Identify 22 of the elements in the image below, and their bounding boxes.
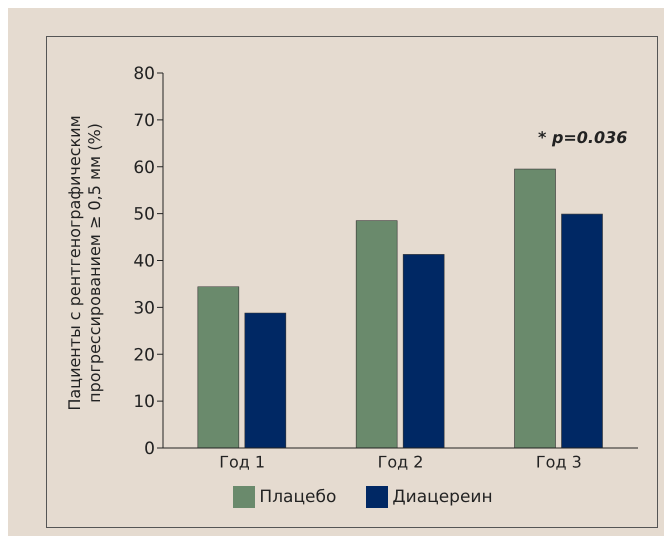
y-tick-label: 70 <box>133 110 155 131</box>
y-tick-label: 80 <box>133 64 155 84</box>
legend-label: Плацебо <box>259 486 336 507</box>
x-tick-label: Год 2 <box>378 452 424 472</box>
bar <box>198 286 240 448</box>
bar <box>244 312 286 448</box>
bar <box>356 220 398 448</box>
bar <box>514 168 556 448</box>
y-axis-title: Пациенты с рентгенографическим прогрессированием ≥ 0,5 мм (%) <box>65 115 104 411</box>
legend-label: Диацереин <box>392 486 493 507</box>
bar <box>561 214 603 448</box>
annotation: * p=0.036 <box>538 128 628 147</box>
y-tick-label: 30 <box>133 298 155 318</box>
y-tick-label: 0 <box>144 439 155 460</box>
y-tick-label: 20 <box>133 345 155 366</box>
x-tick-label: Год 3 <box>536 452 582 472</box>
x-tick-label: Год 1 <box>219 452 266 472</box>
bar <box>402 254 444 448</box>
y-tick-label: 10 <box>133 392 155 412</box>
y-tick-label: 40 <box>133 252 155 272</box>
y-tick-label: 50 <box>133 204 155 225</box>
y-tick-label: 60 <box>133 158 155 178</box>
